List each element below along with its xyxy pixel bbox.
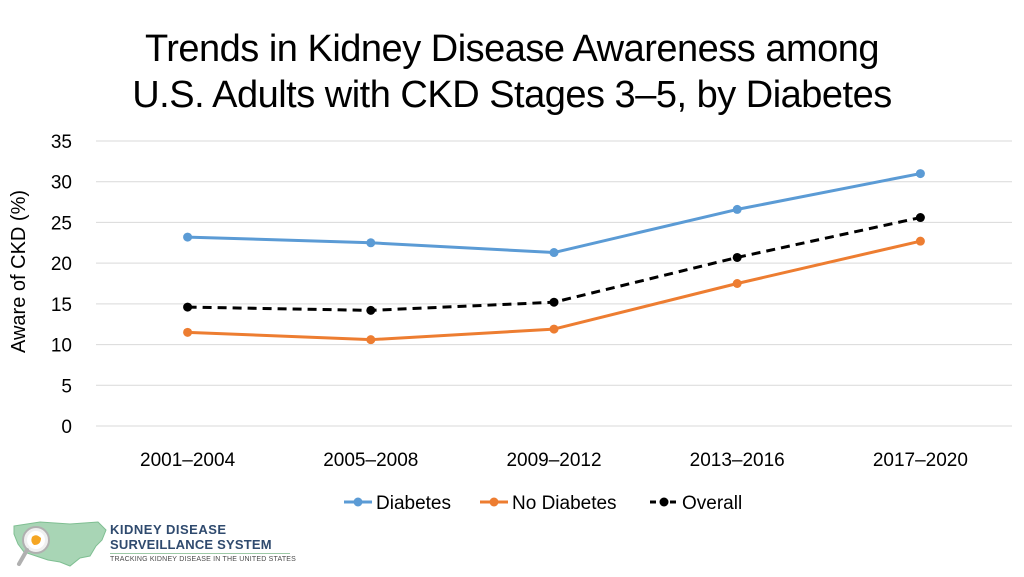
- data-point-no-diabetes: [549, 324, 559, 334]
- data-point-diabetes: [366, 238, 376, 248]
- data-point-overall: [366, 305, 376, 315]
- chart-title: Trends in Kidney Disease Awareness among…: [0, 26, 1024, 118]
- data-point-overall: [732, 252, 742, 262]
- legend-label: Diabetes: [376, 493, 451, 514]
- data-point-no-diabetes: [915, 236, 925, 246]
- y-tick-label: 5: [61, 376, 72, 397]
- data-point-diabetes: [549, 248, 559, 258]
- x-tick-label: 2001–2004: [140, 450, 236, 471]
- x-tick-label: 2009–2012: [506, 450, 601, 471]
- y-tick-label: 10: [51, 336, 72, 357]
- y-tick-label: 15: [51, 295, 72, 316]
- data-point-diabetes: [915, 169, 925, 179]
- legend-marker: [659, 497, 669, 507]
- legend-marker: [489, 497, 499, 507]
- chart-title-line-1: Trends in Kidney Disease Awareness among: [144, 28, 880, 70]
- logo-line-1: KIDNEY DISEASE: [110, 522, 227, 537]
- chart-title-line-2: U.S. Adults with CKD Stages 3–5, by Diab…: [132, 74, 892, 116]
- y-tick-label: 20: [51, 254, 72, 275]
- data-point-no-diabetes: [366, 335, 376, 345]
- logo-divider: [110, 553, 290, 554]
- x-tick-label: 2013–2016: [690, 450, 785, 471]
- legend-label: Overall: [682, 493, 742, 514]
- data-point-overall: [183, 302, 193, 312]
- legend-marker: [353, 497, 363, 507]
- y-tick-label: 35: [51, 132, 72, 153]
- y-axis-label: Aware of CKD (%): [8, 190, 30, 353]
- legend-label: No Diabetes: [512, 493, 617, 514]
- x-tick-label: 2017–2020: [873, 450, 968, 471]
- logo-line-2: SURVEILLANCE SYSTEM: [110, 537, 272, 552]
- data-point-diabetes: [732, 204, 742, 214]
- data-point-diabetes: [183, 232, 193, 242]
- kdss-logo: KIDNEY DISEASE SURVEILLANCE SYSTEM TRACK…: [10, 516, 300, 572]
- data-point-no-diabetes: [183, 327, 193, 337]
- y-tick-label: 25: [51, 213, 72, 234]
- y-tick-label: 30: [51, 173, 72, 194]
- data-point-overall: [915, 213, 925, 223]
- data-point-overall: [549, 297, 559, 307]
- logo-line-3: TRACKING KIDNEY DISEASE IN THE UNITED ST…: [110, 556, 297, 563]
- series-line-overall: [187, 216, 921, 312]
- us-map-logo-icon: [13, 521, 107, 567]
- x-tick-label: 2005–2008: [323, 450, 418, 471]
- data-point-no-diabetes: [732, 279, 742, 288]
- y-tick-label: 0: [61, 417, 72, 438]
